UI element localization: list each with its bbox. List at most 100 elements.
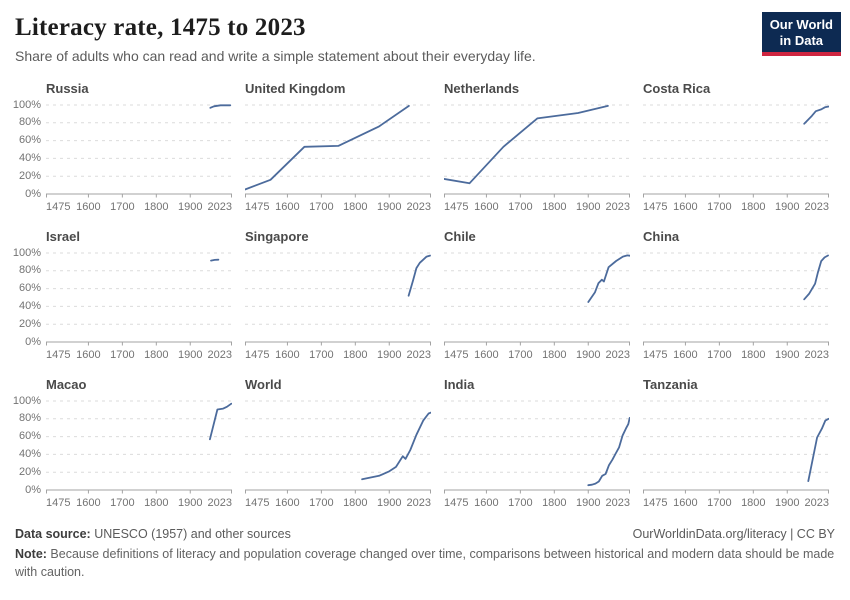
x-axis-tick-label: 2023 xyxy=(208,497,232,509)
data-line-india xyxy=(587,416,630,487)
x-axis-tick-label: 1800 xyxy=(741,201,765,213)
x-axis-tick-label: 1600 xyxy=(673,497,697,509)
x-axis-tick-label: 1475 xyxy=(46,201,70,213)
chart-plot-russia: 1475 1600 1700 1800 1900 2023 xyxy=(46,104,232,213)
chart-panel-chile: Chile 1475 1600 1700 1800 1900 2023 xyxy=(444,229,630,361)
x-axis-tick-label: 1900 xyxy=(775,201,799,213)
x-axis-tick-label: 1800 xyxy=(741,349,765,361)
data-line-united-kingdom xyxy=(245,105,410,191)
x-axis-tick-label: 1800 xyxy=(542,201,566,213)
x-axis-tick-label: 2023 xyxy=(208,201,232,213)
x-axis-tick-label: 1475 xyxy=(46,349,70,361)
x-axis-tick-label: 1900 xyxy=(775,497,799,509)
data-line-chile xyxy=(587,254,630,303)
x-axis-tick-label: 2023 xyxy=(805,349,829,361)
x-axis-tick-label: 1700 xyxy=(508,201,532,213)
chart-plot-chile: 1475 1600 1700 1800 1900 2023 xyxy=(444,252,630,361)
panel-title-netherlands: Netherlands xyxy=(444,81,520,96)
x-axis-tick-label: 1900 xyxy=(576,349,600,361)
chart-panel-netherlands: Netherlands 1475 1600 1700 1800 1900 2023 xyxy=(444,81,630,213)
chart-panel-costa-rica: Costa Rica 1475 1600 1700 1800 1900 2023 xyxy=(643,81,829,213)
chart-note: Note: Because definitions of literacy an… xyxy=(15,546,835,581)
panel-title-singapore: Singapore xyxy=(245,229,309,244)
x-axis-tick-label: 1900 xyxy=(178,349,202,361)
x-axis-tick-label: 1600 xyxy=(474,497,498,509)
y-axis-label: 80% xyxy=(18,116,41,129)
x-axis-tick-label: 1700 xyxy=(707,497,731,509)
x-axis-tick-label: 1700 xyxy=(309,349,333,361)
y-axis-label: 20% xyxy=(18,317,41,330)
chart-plot-world: 1475 1600 1700 1800 1900 2023 xyxy=(245,400,431,509)
x-axis-tick-label: 2023 xyxy=(805,497,829,509)
chart-header: Literacy rate, 1475 to 2023 Share of adu… xyxy=(15,14,835,64)
note-text: Because definitions of literacy and popu… xyxy=(15,547,835,579)
chart-panel-tanzania: Tanzania 1475 1600 1700 1800 1900 2023 xyxy=(643,377,829,509)
chart-plot-singapore: 1475 1600 1700 1800 1900 2023 xyxy=(245,252,431,361)
y-axis-label: 60% xyxy=(18,134,41,147)
y-axis-label: 80% xyxy=(18,264,41,277)
chart-panel-macao: Macao 0% 20% 40% 60% 80% 100% 1475 1600 1700 1800 1… xyxy=(13,377,232,509)
data-line-macao xyxy=(208,402,232,441)
x-axis-tick-label: 1700 xyxy=(110,201,134,213)
y-axis-label: 40% xyxy=(18,151,41,164)
chart-plot-united-kingdom: 1475 1600 1700 1800 1900 2023 xyxy=(245,104,431,213)
x-axis-tick-label: 2023 xyxy=(407,201,431,213)
chart-plot-costa-rica: 1475 1600 1700 1800 1900 2023 xyxy=(643,104,829,213)
x-axis-tick-label: 1800 xyxy=(343,497,367,509)
y-axis-label: 100% xyxy=(12,98,41,111)
x-axis-tick-label: 1600 xyxy=(275,497,299,509)
x-axis-tick-label: 1700 xyxy=(309,201,333,213)
chart-panel-india: India 1475 1600 1700 1800 1900 2023 xyxy=(444,377,630,509)
y-axis-label: 0% xyxy=(25,335,41,348)
y-axis-label: 60% xyxy=(18,282,41,295)
data-line-china xyxy=(803,254,829,301)
x-axis-tick-label: 1475 xyxy=(444,349,468,361)
y-axis-label: 20% xyxy=(18,465,41,478)
panel-title-india: India xyxy=(444,377,475,392)
chart-plot-india: 1475 1600 1700 1800 1900 2023 xyxy=(444,400,630,509)
x-axis-tick-label: 1475 xyxy=(444,497,468,509)
panel-title-costa-rica: Costa Rica xyxy=(643,81,711,96)
chart-plot-china: 1475 1600 1700 1800 1900 2023 xyxy=(643,252,829,361)
x-axis-tick-label: 1475 xyxy=(643,497,667,509)
chart-panel-russia: Russia 0% 20% 40% 60% 80% 100% 1475 1600 1700 1800… xyxy=(13,81,232,213)
data-source-text: UNESCO (1957) and other sources xyxy=(90,527,291,541)
chart-plot-israel: 1475 1600 1700 1800 1900 2023 xyxy=(46,252,232,361)
chart-subtitle: Share of adults who can read and write a… xyxy=(15,48,536,64)
data-line-costa-rica xyxy=(803,105,829,125)
panel-title-tanzania: Tanzania xyxy=(643,377,698,392)
x-axis-tick-label: 1700 xyxy=(110,497,134,509)
x-axis-tick-label: 1475 xyxy=(245,497,269,509)
x-axis-tick-label: 1600 xyxy=(275,349,299,361)
x-axis-tick-label: 1700 xyxy=(508,497,532,509)
x-axis-tick-label: 1600 xyxy=(474,201,498,213)
x-axis-tick-label: 1900 xyxy=(377,201,401,213)
x-axis-tick-label: 1900 xyxy=(178,201,202,213)
x-axis-tick-label: 1900 xyxy=(576,201,600,213)
chart-panel-world: World 1475 1600 1700 1800 1900 2023 xyxy=(245,377,431,509)
x-axis-tick-label: 2023 xyxy=(606,497,630,509)
y-axis-label: 80% xyxy=(18,412,41,425)
data-source-label: Data source: xyxy=(15,527,91,541)
x-axis-tick-label: 1475 xyxy=(245,349,269,361)
chart-plot-macao: 1475 1600 1700 1800 1900 2023 xyxy=(46,400,232,509)
x-axis-tick-label: 1700 xyxy=(707,349,731,361)
y-axis-label: 0% xyxy=(25,483,41,496)
credit-link[interactable]: OurWorldinData.org/literacy | CC BY xyxy=(632,527,835,541)
panel-title-russia: Russia xyxy=(46,81,89,96)
x-axis-tick-label: 1900 xyxy=(377,497,401,509)
x-axis-tick-label: 1600 xyxy=(275,201,299,213)
chart-title: Literacy rate, 1475 to 2023 xyxy=(15,14,306,41)
chart-panel-israel: Israel 0% 20% 40% 60% 80% 100% 1475 1600 1700 1800… xyxy=(13,229,232,361)
x-axis-tick-label: 1475 xyxy=(643,201,667,213)
y-axis-label: 40% xyxy=(18,299,41,312)
data-line-singapore xyxy=(407,254,431,297)
panel-title-world: World xyxy=(245,377,282,392)
data-line-tanzania xyxy=(807,417,829,482)
x-axis-tick-label: 1800 xyxy=(144,349,168,361)
x-axis-tick-label: 1800 xyxy=(343,349,367,361)
panel-title-israel: Israel xyxy=(46,229,80,244)
y-axis-label: 100% xyxy=(12,246,41,259)
x-axis-tick-label: 2023 xyxy=(407,349,431,361)
owid-logo[interactable]: Our World in Data xyxy=(761,12,841,57)
